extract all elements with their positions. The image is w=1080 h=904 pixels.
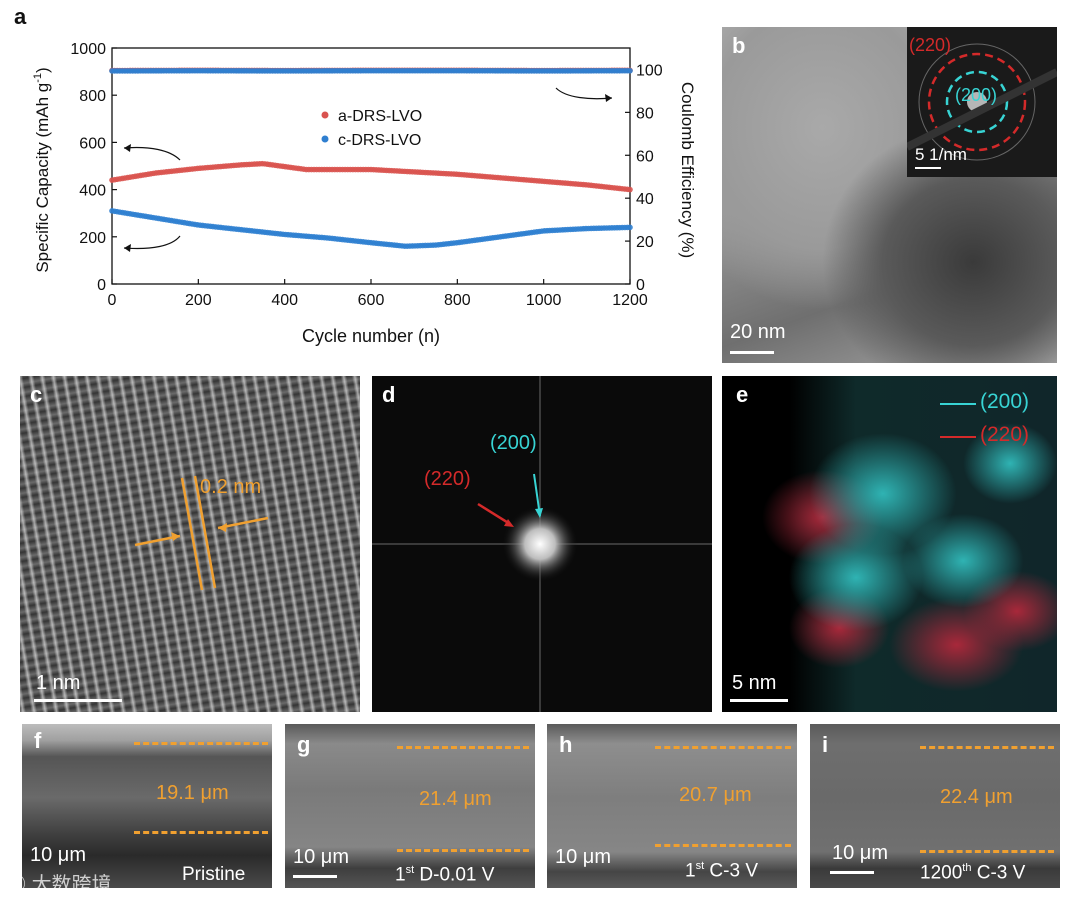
- panel-letter-e: e: [736, 382, 749, 407]
- sem-image-panel-g: g 21.4 μm 10 μm 1st D-0.01 V: [285, 724, 535, 888]
- x-tick-label: 800: [444, 292, 471, 309]
- ring-label-200: (200): [955, 85, 998, 105]
- scale-bar-e: [730, 699, 788, 702]
- legend-line-200: [940, 403, 976, 405]
- y-axis-right-label: Coulomb Efficiency (%): [678, 82, 697, 258]
- panel-letter-a: a: [14, 4, 27, 29]
- arrow-to-left-axis-blue: [123, 235, 181, 250]
- top-boundary-i: [920, 746, 1054, 749]
- x-tick-label: 0: [108, 292, 117, 309]
- panel-letter-h: h: [559, 732, 573, 757]
- watermark: ◎ 大数跨境: [6, 874, 112, 896]
- legend-marker-c-drs-lvo: [321, 135, 329, 143]
- scale-label-h: 10 μm: [555, 846, 611, 868]
- panel-letter-f: f: [34, 728, 42, 753]
- panel-letter-c: c: [30, 382, 43, 407]
- thickness-label-f: 19.1 μm: [156, 782, 229, 804]
- y-left-tick-label: 800: [79, 88, 106, 105]
- thickness-label-g: 21.4 μm: [419, 788, 492, 810]
- y-left-tick-label: 200: [79, 230, 106, 247]
- scale-label-i: 10 μm: [832, 842, 888, 864]
- scale-bar-c: [34, 699, 122, 702]
- inset-scale-bar: [915, 167, 941, 169]
- fft-pattern: [372, 376, 712, 712]
- x-tick-label: 400: [271, 292, 298, 309]
- fft-image-panel-d: d (200) (220): [372, 376, 712, 712]
- watermark-icon: ◎: [6, 874, 26, 896]
- fft-label-200: (200): [490, 432, 537, 454]
- y-right-tick-label: 60: [636, 148, 654, 165]
- state-label-h: 1st C-3 V: [685, 860, 758, 882]
- inset-scale-label: 5 1/nm: [915, 145, 967, 164]
- panel-letter-b: b: [732, 33, 746, 58]
- state-label-g: 1st D-0.01 V: [395, 864, 495, 886]
- legend-label-200: (200): [980, 390, 1030, 413]
- legend-marker-a-drs-lvo: [321, 111, 329, 119]
- y-right-tick-label: 80: [636, 105, 654, 122]
- legend-line-220: [940, 436, 976, 438]
- x-tick-label: 1000: [526, 292, 562, 309]
- scale-label-e: 5 nm: [732, 672, 777, 694]
- thickness-label-i: 22.4 μm: [940, 786, 1013, 808]
- plot-frame: [111, 47, 631, 285]
- ring-label-220: (220): [909, 35, 952, 55]
- legend-label-a-drs-lvo: a-DRS-LVO: [338, 108, 422, 125]
- fft-label-220: (220): [424, 468, 471, 490]
- sem-image-panel-f: f 19.1 μm 10 μm Pristine: [22, 724, 272, 888]
- arrowhead-right: [605, 94, 612, 102]
- scale-bar-i: [830, 871, 874, 874]
- data-point-c-drs-lvo: [627, 224, 633, 231]
- data-point-c-drs-lvo-ce: [627, 67, 633, 74]
- legend-label-220: (220): [980, 423, 1030, 446]
- x-tick-label: 600: [358, 292, 385, 309]
- diffraction-rings: [905, 43, 1057, 161]
- top-boundary-h: [655, 746, 791, 749]
- scale-bar-b: [730, 351, 774, 354]
- state-label-i: 1200th C-3 V: [920, 862, 1026, 884]
- arrowhead-left-red: [124, 144, 131, 152]
- scale-label-b: 20 nm: [730, 321, 786, 343]
- lattice-spacing-label: 0.2 nm: [200, 476, 262, 498]
- y-right-tick-label: 20: [636, 234, 654, 251]
- x-tick-label: 1200: [612, 292, 648, 309]
- scale-bar-g: [293, 875, 337, 878]
- top-boundary-g: [397, 746, 529, 749]
- sem-image-panel-i: i 22.4 μm 10 μm 1200th C-3 V: [810, 724, 1060, 888]
- arrowhead-left-blue: [124, 244, 131, 252]
- tem-image-panel-b: (220) (200) 5 1/nm b 20 nm: [722, 27, 1057, 363]
- state-label-f: Pristine: [182, 864, 246, 885]
- y-axis-left-label: Specific Capacity (mAh g-1): [32, 67, 52, 272]
- arrow-to-right-axis: [555, 87, 613, 100]
- y-right-tick-label: 40: [636, 191, 654, 208]
- bottom-boundary-i: [920, 850, 1054, 853]
- lattice-spacing-markers: [134, 475, 269, 591]
- panel-letter-g: g: [297, 732, 311, 757]
- y-right-tick-label: 100: [636, 62, 663, 79]
- bottom-boundary-g: [397, 849, 529, 852]
- capacity-cycling-chart: 0 200 400 600 800 1000 12000200400600800100002…: [32, 41, 697, 346]
- y-left-tick-label: 400: [79, 183, 106, 200]
- bottom-boundary-f: [134, 831, 268, 834]
- panel-letter-i: i: [822, 732, 829, 757]
- thickness-label-h: 20.7 μm: [679, 784, 752, 806]
- y-left-tick-label: 1000: [70, 41, 106, 58]
- y-left-tick-label: 0: [97, 277, 106, 294]
- legend-label-c-drs-lvo: c-DRS-LVO: [338, 132, 421, 149]
- phase-map-panel-e: e (200) (220) 5 nm: [722, 376, 1057, 712]
- panel-letter-d: d: [382, 382, 396, 407]
- scale-label-g: 10 μm: [293, 846, 349, 868]
- x-axis-label: Cycle number (n): [302, 326, 440, 346]
- x-tick-label: 200: [185, 292, 212, 309]
- top-boundary-f: [134, 742, 268, 745]
- arrow-to-left-axis-red: [123, 146, 181, 161]
- scale-label-c: 1 nm: [36, 672, 81, 694]
- data-point-a-drs-lvo: [627, 186, 633, 193]
- hrtem-image-panel-c: c 0.2 nm 1 nm: [20, 376, 360, 712]
- y-left-tick-label: 600: [79, 135, 106, 152]
- sem-image-panel-h: h 20.7 μm 10 μm 1st C-3 V: [547, 724, 797, 888]
- y-right-tick-label: 0: [636, 277, 645, 294]
- diffraction-inset: (220) (200) 5 1/nm: [905, 27, 1057, 177]
- bottom-boundary-h: [655, 844, 791, 847]
- scale-label-f: 10 μm: [30, 844, 86, 866]
